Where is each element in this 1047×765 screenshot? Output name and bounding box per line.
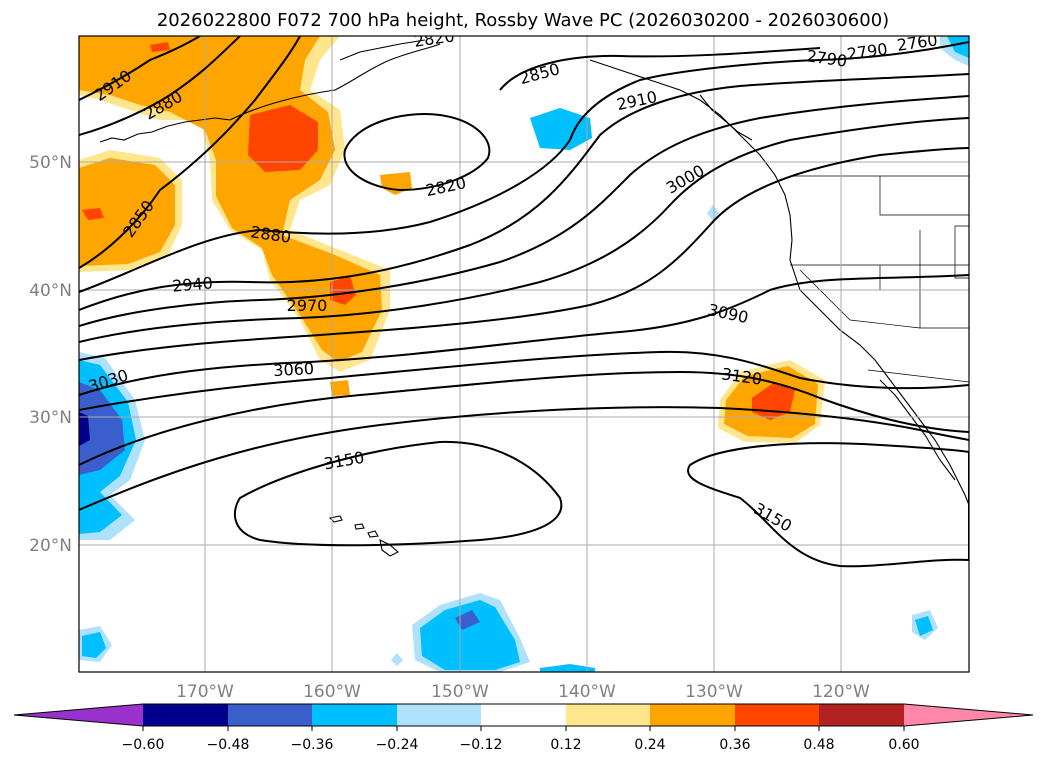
map-border (78, 35, 970, 673)
colorbar-segment (312, 704, 397, 726)
map-content: 2910 2880 2850 2880 2940 2970 3030 3060 … (79, 30, 969, 672)
lon-label: 120°W (812, 682, 870, 702)
contour-line (687, 442, 969, 568)
positive-anomaly-region (248, 105, 318, 172)
state-border (879, 176, 969, 216)
colorbar-segment (397, 704, 481, 726)
negative-anomaly-region (391, 653, 403, 666)
contour-line (79, 41, 969, 293)
lat-label: 40°N (29, 281, 72, 301)
colorbar-segment (566, 704, 650, 726)
colorbar-tick-label: 0.36 (719, 737, 750, 753)
us-mexico-border (867, 369, 969, 383)
contour-line (499, 47, 821, 91)
contour-line (79, 406, 969, 511)
colorbar-tick-label: −0.36 (291, 737, 334, 753)
colorbar-tick-label: 0.48 (803, 737, 834, 753)
figure-title: 2026022800 F072 700 hPa height, Rossby W… (157, 10, 889, 31)
west-coast-north-america (589, 59, 969, 506)
political-borders (790, 175, 969, 383)
contour-line (79, 370, 969, 466)
contour-line (343, 113, 491, 192)
negative-anomaly-region (947, 36, 969, 58)
negative-anomaly-region (455, 610, 480, 630)
colorbar-tick-label: 0.24 (634, 737, 665, 753)
lat-label: 30°N (29, 408, 72, 428)
negative-anomaly-region (540, 664, 595, 672)
lon-label: 150°W (431, 682, 489, 702)
hawaii-island (367, 530, 379, 538)
colorbar-segment (228, 704, 312, 726)
colorbar-tick-label: 0.60 (888, 737, 919, 753)
latitude-labels: 50°N 40°N 30°N 20°N (29, 153, 72, 556)
alaska-coast (229, 43, 441, 121)
positive-anomaly-region (82, 208, 104, 220)
coastline (99, 39, 969, 557)
hawaii-island (354, 523, 365, 530)
positive-anomaly-region (330, 380, 350, 396)
contour-label: 3060 (273, 359, 315, 380)
alaska-north-coast (339, 39, 426, 61)
hawaii-island (328, 515, 343, 523)
negative-anomaly-region (79, 412, 90, 446)
colorbar-tick-label: 0.12 (550, 737, 581, 753)
map-panel: 2910 2880 2850 2880 2940 2970 3030 3060 … (78, 30, 970, 673)
lon-label: 170°W (176, 682, 234, 702)
alaska-panhandle (699, 94, 753, 141)
contour-label: 2760 (896, 30, 939, 54)
colorbar-segment (481, 704, 566, 726)
contour-line (79, 73, 969, 311)
lat-label: 20°N (29, 536, 72, 556)
contour-line (79, 350, 969, 411)
contour-line (79, 36, 301, 269)
negative-anomaly-region (530, 108, 592, 150)
contour-line (79, 36, 201, 101)
state-border (954, 225, 969, 279)
contour-line (79, 95, 969, 327)
lon-label: 160°W (303, 682, 361, 702)
lon-label: 130°W (685, 682, 743, 702)
positive-anomaly-region (79, 158, 175, 266)
contour-line (79, 117, 969, 343)
negative-anomaly-region (915, 616, 933, 636)
aleutian-islands (99, 117, 231, 143)
colorbar-tick-label: −0.48 (207, 737, 250, 753)
colorbar-segment (650, 704, 735, 726)
contour-line (233, 440, 563, 547)
negative-anomaly-region (79, 382, 125, 475)
height-contours (79, 36, 969, 568)
contour-line (79, 274, 969, 396)
colorbar-extend-min (14, 704, 143, 726)
lat-label: 50°N (29, 153, 72, 173)
negative-anomaly-region (707, 205, 719, 221)
state-border (799, 269, 921, 329)
lon-label: 140°W (558, 682, 616, 702)
colorbar-segment (143, 704, 228, 726)
positive-anomaly-region (150, 42, 170, 52)
contour-label: 2970 (287, 296, 328, 315)
colorbar-extend-max (904, 704, 1033, 726)
longitude-labels: 170°W 160°W 150°W 140°W 130°W 120°W (176, 682, 870, 702)
colorbar-tick-label: −0.60 (122, 737, 165, 753)
contour-label: 2940 (171, 273, 213, 295)
colorbar-segment (735, 704, 819, 726)
colorbar: −0.60 −0.48 −0.36 −0.24 −0.12 0.12 0.24 … (13, 703, 1034, 753)
colorbar-tick-label: −0.24 (376, 737, 419, 753)
contour-line (79, 36, 241, 136)
negative-anomaly-region (420, 600, 520, 670)
colorbar-ticks (142, 726, 905, 731)
colorbar-segment (819, 704, 904, 726)
contour-line (79, 147, 969, 361)
colorbar-tick-label: −0.12 (460, 737, 503, 753)
negative-anomaly-region (82, 632, 106, 658)
